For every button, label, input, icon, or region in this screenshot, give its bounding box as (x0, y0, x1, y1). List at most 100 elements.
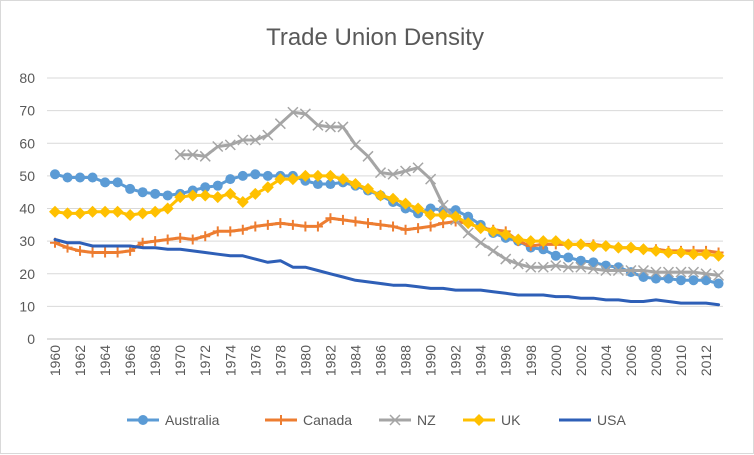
y-tick-label: 40 (19, 201, 35, 217)
data-point-nz (224, 139, 236, 151)
data-point-uk (499, 228, 512, 241)
data-point-nz (400, 165, 412, 177)
x-tick-label: 2010 (673, 345, 689, 376)
data-point-uk (649, 244, 662, 257)
data-point-nz (575, 261, 587, 273)
data-point-nz (425, 173, 437, 185)
series-canada (50, 213, 724, 258)
data-point-uk (700, 248, 713, 261)
data-point-nz (374, 167, 387, 179)
data-point-canada (125, 245, 136, 256)
data-point-uk (524, 235, 537, 248)
legend-label-australia: Australia (165, 412, 220, 428)
data-point-nz (362, 150, 374, 162)
data-point-nz (299, 108, 311, 120)
x-tick-label: 2012 (698, 345, 714, 376)
data-point-uk (261, 181, 274, 194)
data-point-australia (212, 180, 223, 191)
data-point-uk (161, 202, 174, 215)
series-layer (49, 106, 725, 307)
legend-label-canada: Canada (303, 412, 352, 428)
data-point-uk (449, 210, 462, 223)
x-tick-label: 1998 (523, 345, 539, 376)
data-point-nz (437, 199, 449, 211)
data-point-nz (462, 227, 474, 239)
data-point-australia (701, 275, 712, 286)
data-point-uk (86, 205, 99, 218)
data-point-uk (186, 189, 199, 202)
data-point-canada (312, 221, 323, 232)
data-point-australia (262, 170, 273, 181)
data-point-australia (100, 177, 111, 188)
data-point-australia (463, 211, 474, 222)
data-point-uk (374, 189, 387, 202)
y-axis: 0 10 20 30 40 50 60 70 80 (19, 70, 35, 347)
data-point-nz (612, 264, 624, 277)
x-tick-label: 1966 (122, 345, 138, 376)
data-point-canada (275, 218, 286, 229)
y-tick-label: 80 (19, 70, 35, 86)
data-point-uk (236, 195, 249, 208)
data-point-uk (199, 189, 212, 202)
data-point-nz (675, 266, 687, 278)
legend-marker-uk (473, 414, 485, 426)
data-point-nz (637, 264, 649, 277)
data-point-canada (325, 213, 336, 224)
data-point-nz (324, 121, 336, 133)
data-point-canada (100, 247, 111, 258)
x-tick-label: 2008 (648, 345, 664, 376)
x-tick-label: 1988 (398, 345, 414, 376)
data-point-canada (363, 218, 373, 229)
data-point-nz (249, 134, 261, 146)
data-point-nz (650, 266, 662, 278)
data-point-canada (187, 234, 198, 245)
data-point-nz (537, 261, 549, 273)
x-tick-label: 1972 (197, 345, 213, 376)
data-point-nz (687, 266, 700, 278)
data-point-canada (162, 234, 173, 245)
data-point-uk (712, 249, 725, 262)
data-point-nz (212, 140, 224, 153)
y-tick-label: 30 (19, 233, 35, 249)
legend-item-australia: Australia (127, 412, 220, 428)
y-tick-label: 50 (19, 168, 35, 184)
series-nz (174, 106, 725, 281)
data-point-canada (237, 224, 248, 235)
data-point-australia (150, 188, 161, 199)
data-point-nz (475, 237, 487, 249)
data-point-uk (149, 205, 162, 218)
data-point-australia (550, 250, 561, 261)
data-point-uk (74, 207, 87, 220)
data-point-uk (687, 248, 700, 261)
data-point-uk (174, 191, 187, 204)
data-point-nz (500, 253, 512, 265)
x-tick-label: 1970 (172, 345, 188, 376)
x-tick-label: 2000 (548, 345, 564, 376)
x-tick-label: 2002 (573, 345, 589, 376)
data-point-canada (175, 232, 186, 243)
legend-item-canada: Canada (265, 412, 352, 428)
series-usa (53, 238, 721, 307)
legend-label-uk: UK (501, 412, 521, 428)
data-point-australia (125, 183, 136, 194)
data-point-canada (75, 245, 86, 256)
data-point-nz (412, 162, 424, 174)
data-point-canada (87, 247, 98, 258)
y-tick-label: 60 (19, 135, 35, 151)
legend-marker-nz (389, 414, 401, 426)
data-point-nz (600, 264, 612, 277)
data-point-australia (638, 272, 649, 283)
x-tick-label: 1982 (322, 345, 338, 376)
data-point-nz (312, 119, 324, 131)
data-point-australia (137, 187, 148, 198)
data-point-uk (574, 238, 587, 251)
data-point-uk (587, 240, 600, 253)
data-point-uk (324, 169, 337, 182)
data-point-canada (413, 223, 424, 234)
data-point-australia (87, 172, 98, 183)
data-point-australia (237, 170, 248, 181)
data-point-australia (250, 169, 261, 180)
data-point-nz (337, 121, 349, 133)
data-point-uk (624, 241, 637, 254)
